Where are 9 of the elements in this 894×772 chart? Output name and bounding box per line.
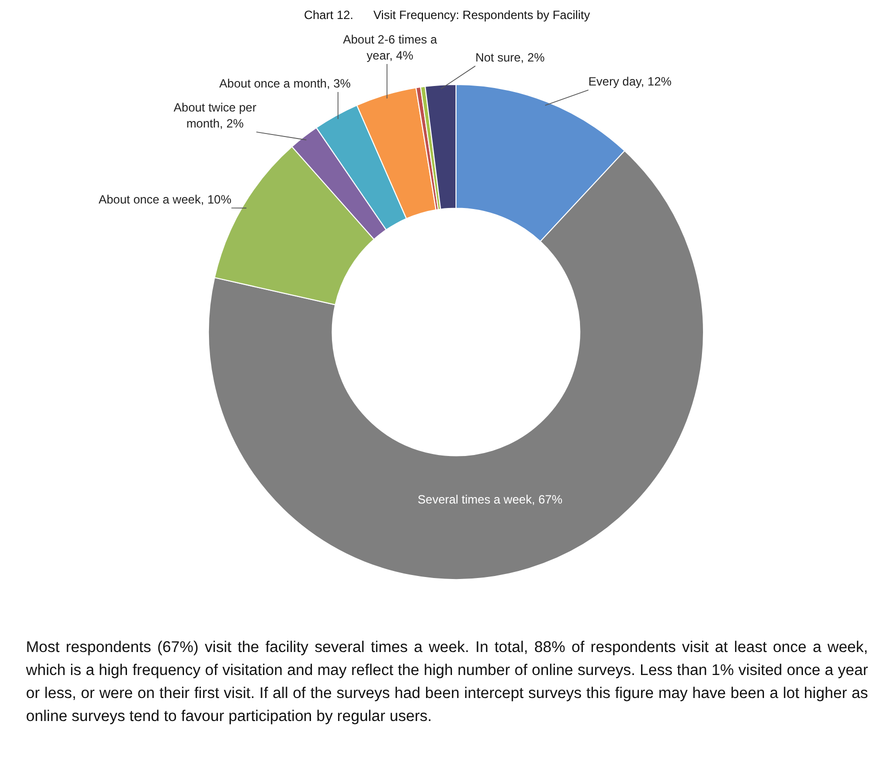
slice-label: Several times a week, 67%	[418, 492, 563, 506]
slice-label: About once a week, 10%	[98, 192, 232, 206]
text: Most respondents (67%) visit the facility several times a week. In total, 88% of respondents visit at least once a week, which is a high frequency of visitation and may reflect the high number of online surveys. Less than 1% visited once a year or less, or were on their first visit. If all of the surveys had been intercept surveys this figure may have been a lot higher as online surveys tend to favour participation by regular users.	[26, 638, 868, 727]
slice-label: About 2-6 times a year, 4%	[342, 32, 438, 62]
slice-label: About once a month, 3%	[219, 76, 352, 90]
slice-label: About twice per month, 2%	[174, 100, 256, 130]
slice-label: Not sure, 2%	[475, 50, 546, 64]
chart-title: Chart 12. Visit Frequency: Respondents by Facility	[303, 8, 591, 22]
slice-label: Every day, 12%	[588, 74, 672, 88]
